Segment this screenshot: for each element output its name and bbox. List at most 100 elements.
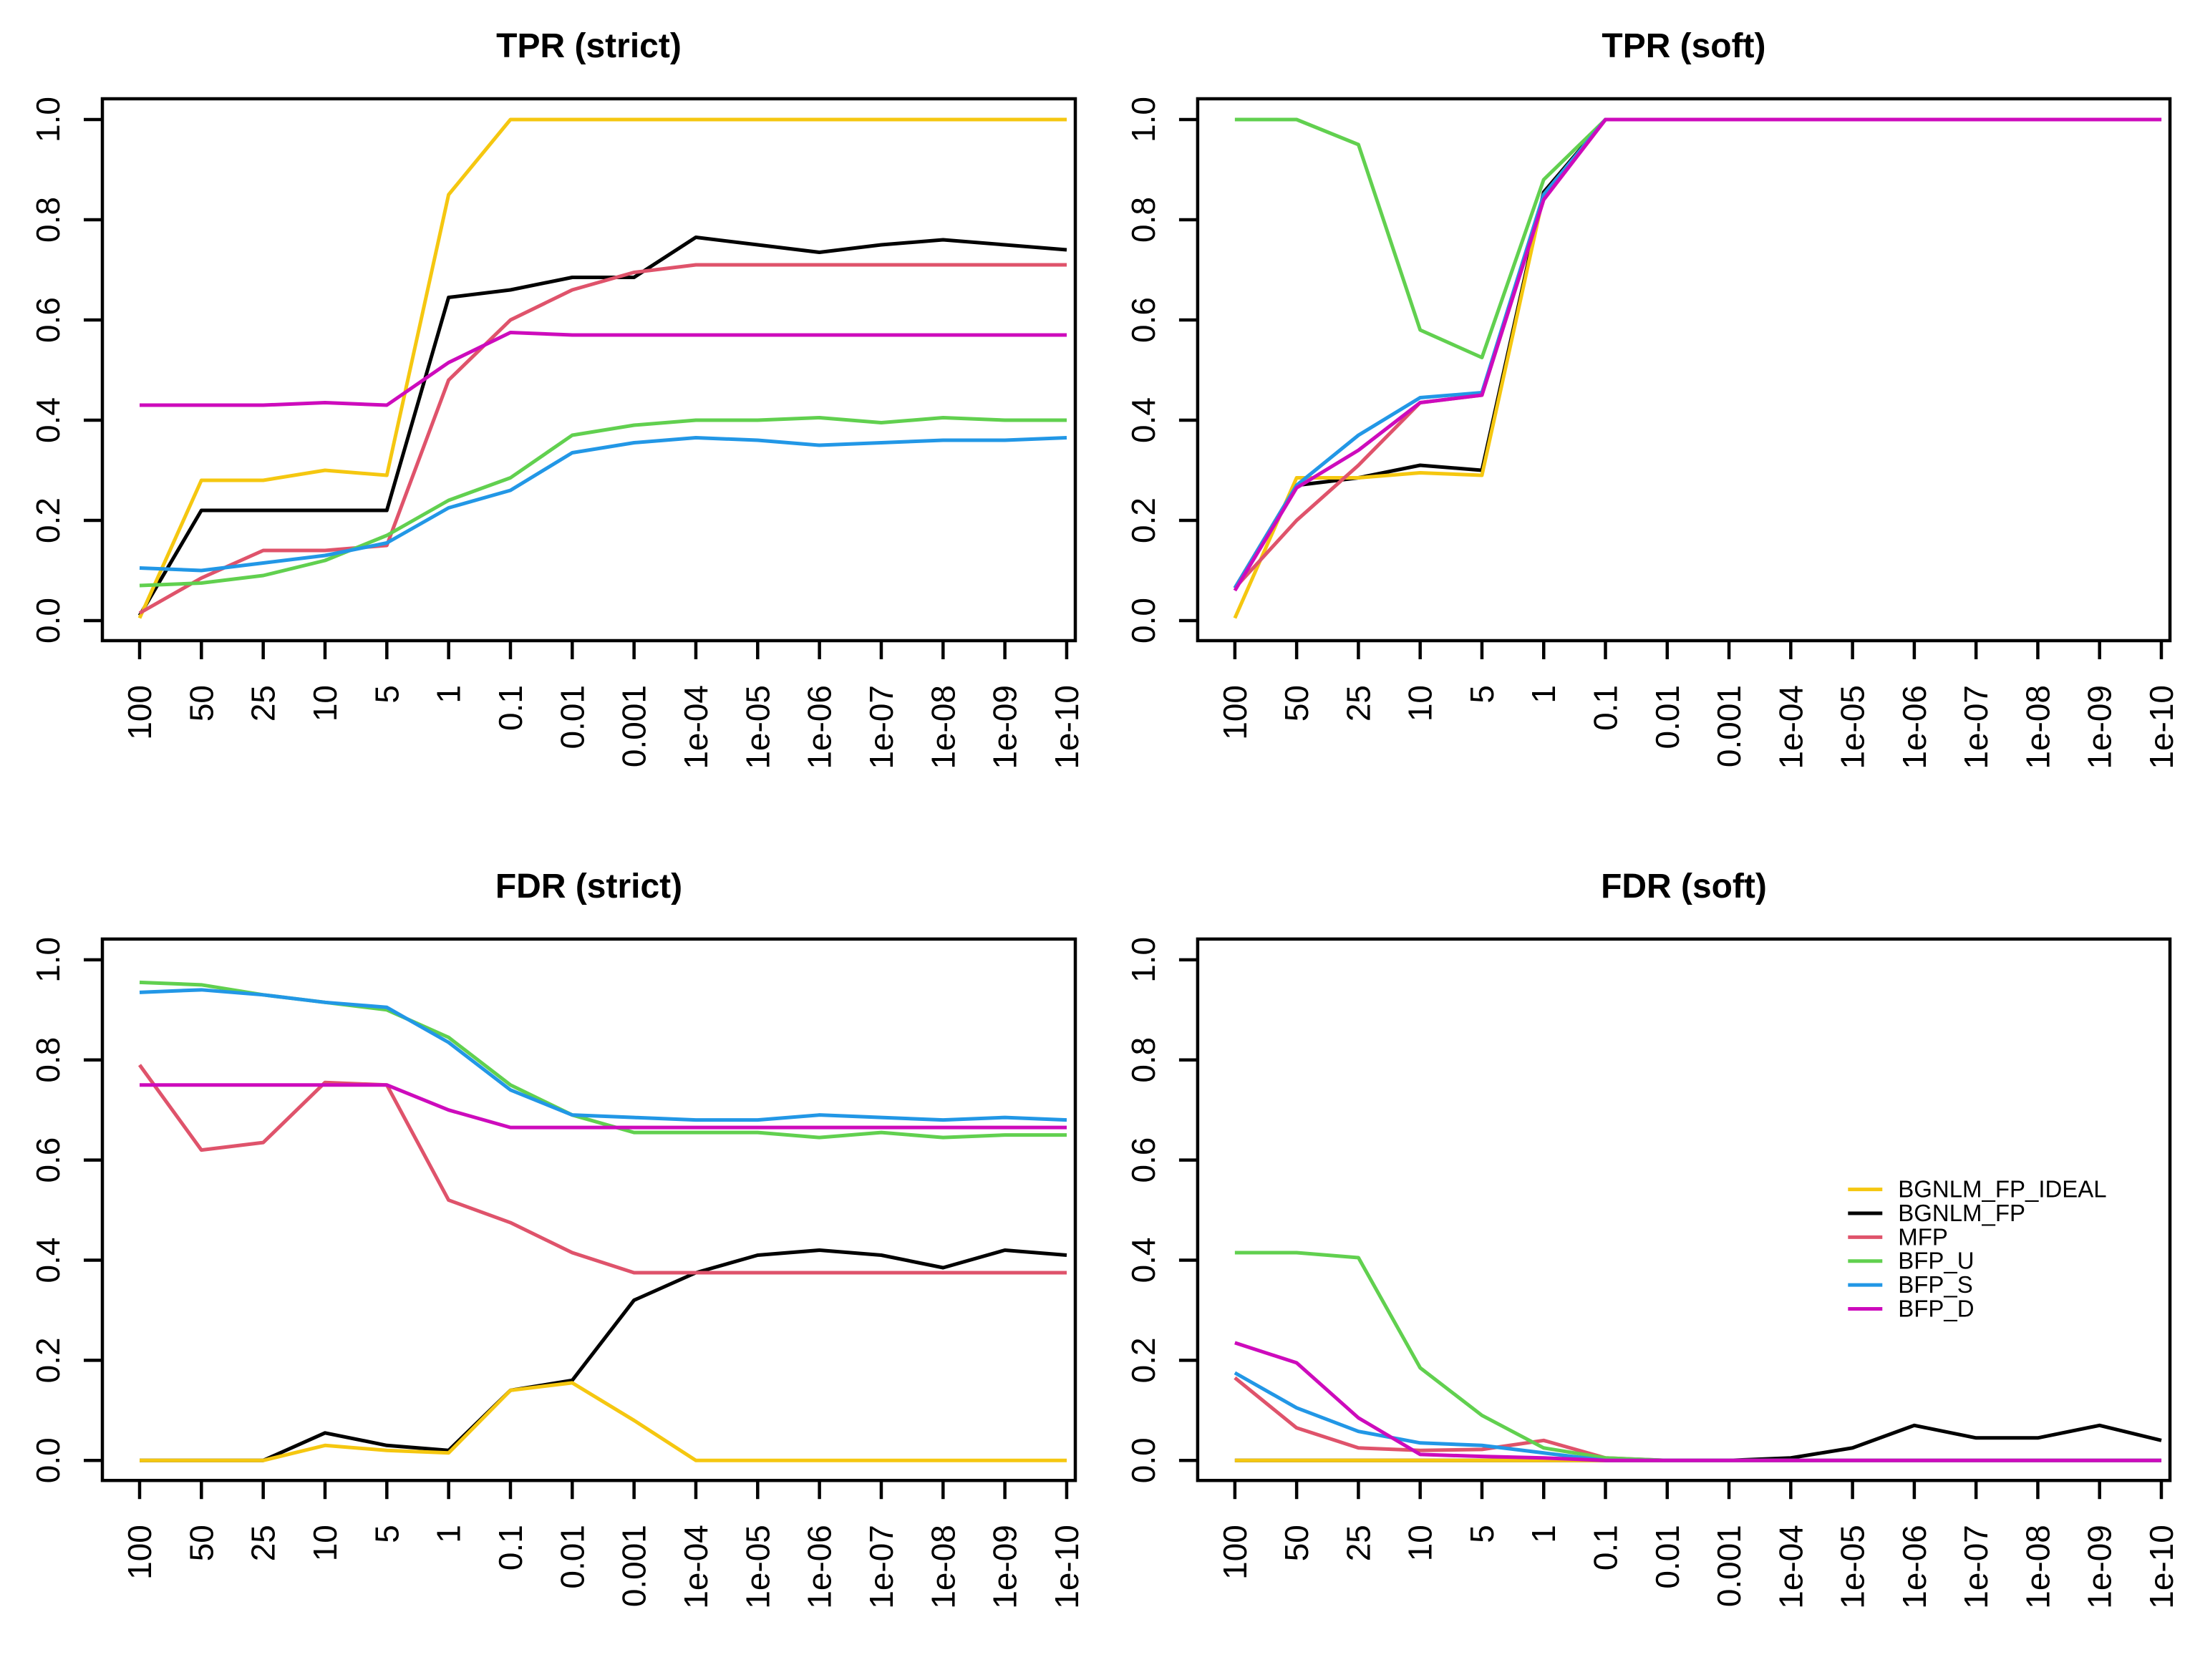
y-tick-label: 0.2 bbox=[1125, 497, 1162, 543]
y-tick-label: 0.0 bbox=[29, 1437, 67, 1483]
x-tick-label: 0.001 bbox=[616, 685, 653, 767]
x-tick-label: 25 bbox=[1339, 1525, 1377, 1561]
x-tick-label: 1e-09 bbox=[987, 1525, 1024, 1609]
legend-label: BFP_D bbox=[1898, 1295, 1974, 1321]
legend-label: MFP bbox=[1898, 1223, 1948, 1250]
x-tick-label: 0.1 bbox=[492, 1525, 529, 1570]
x-tick-label: 0.001 bbox=[1710, 685, 1748, 767]
x-tick-label: 5 bbox=[1463, 1525, 1501, 1543]
x-tick-label: 1e-08 bbox=[924, 1525, 961, 1609]
series-line-BFP_D bbox=[140, 331, 1067, 407]
y-tick-label: 1.0 bbox=[29, 937, 67, 983]
x-tick-label: 5 bbox=[368, 685, 405, 704]
x-tick-label: 50 bbox=[1278, 1525, 1315, 1561]
x-tick-label: 0.01 bbox=[553, 1525, 591, 1588]
y-tick-label: 0.4 bbox=[1125, 1238, 1162, 1283]
y-tick-label: 0.8 bbox=[1125, 197, 1162, 243]
x-tick-label: 25 bbox=[1339, 685, 1377, 722]
y-tick-label: 0.0 bbox=[1125, 598, 1162, 644]
series-line-BGNLM_FP bbox=[140, 1248, 1067, 1462]
x-tick-label: 0.01 bbox=[1649, 1525, 1686, 1588]
x-tick-label: 100 bbox=[121, 1525, 158, 1580]
chart-canvas: FDR (strict) 0.0 0.2 0.4 0.6 0.8 1.0 100 50 25 10 5… bbox=[29, 868, 1085, 1609]
series-line-BGNLM_FP bbox=[1234, 1423, 2162, 1462]
legend-label: BGNLM_FP bbox=[1898, 1200, 2025, 1226]
x-tick-label: 1e-06 bbox=[1896, 685, 1933, 769]
y-tick-label: 0.2 bbox=[1125, 1337, 1162, 1383]
x-tick-label: 1e-05 bbox=[739, 685, 776, 769]
x-tick-label: 100 bbox=[121, 685, 158, 740]
x-tick-label: 5 bbox=[1463, 685, 1501, 704]
x-tick-label: 10 bbox=[1402, 1525, 1439, 1561]
x-tick-label: 1e-10 bbox=[1048, 685, 1085, 769]
chart-canvas: FDR (soft) 0.0 0.2 0.4 0.6 0.8 1.0 100 50 25 10 5 1 0… bbox=[1125, 868, 2180, 1609]
x-tick-label: 1 bbox=[1525, 1525, 1562, 1543]
x-tick-label: 0.001 bbox=[1710, 1525, 1748, 1607]
chart-title: FDR (strict) bbox=[495, 868, 682, 905]
x-tick-label: 1e-10 bbox=[1048, 1525, 1085, 1609]
x-tick-label: 1e-06 bbox=[801, 685, 838, 769]
legend-label: BFP_U bbox=[1898, 1248, 1974, 1274]
x-tick-label: 1e-10 bbox=[2143, 1525, 2180, 1609]
x-tick-label: 5 bbox=[368, 1525, 405, 1543]
x-tick-label: 1e-06 bbox=[1896, 1525, 1933, 1609]
series-line-BFP_D bbox=[140, 1083, 1067, 1130]
x-tick-label: 100 bbox=[1216, 1525, 1254, 1580]
x-tick-label: 1e-07 bbox=[863, 1525, 900, 1609]
x-tick-label: 1e-06 bbox=[801, 1525, 838, 1609]
y-tick-label: 0.6 bbox=[1125, 297, 1162, 343]
chart-canvas: TPR (soft) 0.0 0.2 0.4 0.6 0.8 1.0 100 50 25 10 5 1 0… bbox=[1125, 27, 2180, 769]
chart-canvas: TPR (strict) 0.0 0.2 0.4 0.6 0.8 1.0 100 50 25 10 5… bbox=[29, 27, 1085, 769]
x-tick-label: 1e-04 bbox=[1772, 1525, 1809, 1609]
y-tick-label: 0.6 bbox=[29, 297, 67, 343]
y-tick-label: 0.0 bbox=[1125, 1437, 1162, 1483]
x-tick-label: 1e-05 bbox=[739, 1525, 776, 1609]
y-tick-label: 0.8 bbox=[29, 197, 67, 243]
x-tick-label: 0.01 bbox=[553, 685, 591, 749]
y-tick-label: 0.4 bbox=[29, 1238, 67, 1283]
x-tick-label: 0.01 bbox=[1649, 685, 1686, 749]
x-tick-label: 1e-07 bbox=[1957, 1525, 1995, 1609]
series-line-BFP_U bbox=[139, 416, 1067, 588]
x-tick-label: 1e-07 bbox=[863, 685, 900, 769]
x-tick-label: 1e-09 bbox=[987, 685, 1024, 769]
x-tick-label: 1e-08 bbox=[2019, 685, 2056, 769]
panel-tpr-strict: TPR (strict) 0.0 0.2 0.4 0.6 0.8 1.0 100 50 25 10 5… bbox=[0, 0, 1095, 840]
panel-tpr-soft: TPR (soft) 0.0 0.2 0.4 0.6 0.8 1.0 100 50 25 10 5 1 0… bbox=[1095, 0, 2190, 840]
x-tick-label: 0.1 bbox=[1586, 1525, 1624, 1570]
chart-title: TPR (strict) bbox=[496, 27, 682, 65]
x-tick-label: 1e-09 bbox=[2081, 1525, 2118, 1609]
x-tick-label: 1 bbox=[430, 685, 467, 704]
y-tick-label: 0.8 bbox=[29, 1037, 67, 1083]
series-line-BFP_S bbox=[139, 436, 1067, 573]
y-tick-label: 0.6 bbox=[1125, 1137, 1162, 1183]
x-tick-label: 1e-04 bbox=[677, 1525, 714, 1609]
series-line-BGNLM_FP_IDEAL bbox=[140, 1381, 1067, 1462]
series-line-BFP_S bbox=[139, 988, 1067, 1122]
x-tick-label: 1 bbox=[1525, 685, 1562, 704]
x-tick-label: 0.001 bbox=[616, 1525, 653, 1607]
x-tick-label: 50 bbox=[183, 685, 220, 722]
series-line-BGNLM_FP bbox=[137, 236, 1067, 617]
series-line-BFP_D bbox=[1233, 117, 2162, 592]
x-tick-label: 10 bbox=[306, 685, 344, 722]
panel-fdr-soft: FDR (soft) 0.0 0.2 0.4 0.6 0.8 1.0 100 50 25 10 5 1 0… bbox=[1095, 840, 2190, 1680]
x-tick-label: 1e-05 bbox=[1834, 685, 1871, 769]
series-line-MFP bbox=[137, 1064, 1067, 1275]
plot-box bbox=[100, 937, 1077, 1482]
x-tick-label: 25 bbox=[245, 1525, 282, 1561]
x-tick-label: 25 bbox=[245, 685, 282, 722]
x-tick-label: 50 bbox=[1278, 685, 1315, 722]
x-tick-label: 1e-05 bbox=[1834, 1525, 1871, 1609]
y-tick-label: 0.2 bbox=[29, 497, 67, 543]
y-tick-label: 1.0 bbox=[29, 97, 67, 142]
x-tick-label: 1e-08 bbox=[924, 685, 961, 769]
x-tick-label: 1 bbox=[430, 1525, 467, 1543]
series-line-BFP_U bbox=[139, 980, 1067, 1140]
y-tick-label: 0.8 bbox=[1125, 1037, 1162, 1083]
x-tick-label: 10 bbox=[1402, 685, 1439, 722]
legend-label: BGNLM_FP_IDEAL bbox=[1898, 1176, 2106, 1203]
series-line-BFP_U bbox=[1234, 117, 2162, 359]
